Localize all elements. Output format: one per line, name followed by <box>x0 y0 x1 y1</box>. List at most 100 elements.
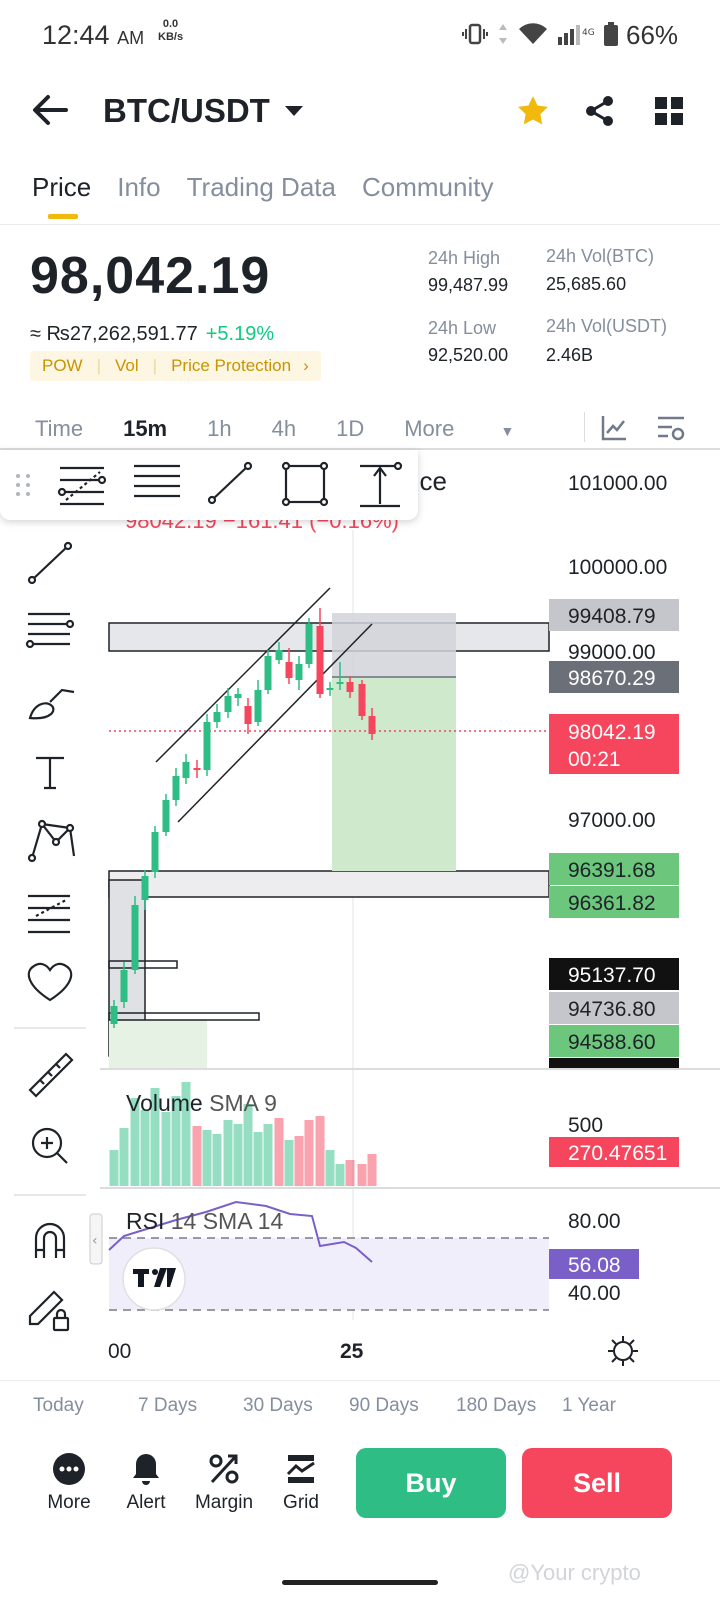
volume-label: Volume SMA 9 <box>126 1090 277 1116</box>
support-zone <box>108 870 550 898</box>
volume-bar <box>294 1136 304 1186</box>
candle-body <box>336 682 344 684</box>
last-price: 98,042.19 <box>30 247 271 305</box>
parallel-lines-icon[interactable] <box>134 464 180 498</box>
settings-gear-icon[interactable] <box>608 1336 638 1366</box>
axis-price: 101000.00 <box>568 472 667 495</box>
candle-body <box>120 970 128 1002</box>
volume-axis: 500 <box>568 1114 603 1137</box>
tag-vol: Vol <box>115 356 139 375</box>
interval-more[interactable]: More ▼ <box>404 416 515 441</box>
candle-body <box>203 722 211 770</box>
svg-text:96361.82: 96361.82 <box>568 892 656 915</box>
margin-button[interactable]: Margin <box>190 1452 258 1514</box>
interval-15m[interactable]: 15m <box>123 416 168 441</box>
brush-icon[interactable] <box>28 688 75 720</box>
range-180-days[interactable]: 180 Days <box>456 1394 537 1416</box>
x-label: 25 <box>340 1340 364 1363</box>
candle-body <box>193 768 201 770</box>
chart-settings-icons <box>600 414 686 442</box>
data-arrows-icon <box>499 24 507 44</box>
range-90-days[interactable]: 90 Days <box>349 1394 419 1416</box>
watermark: @Your crypto <box>508 1560 641 1585</box>
candle-body <box>244 706 252 724</box>
drag-handle-icon[interactable] <box>16 474 30 496</box>
range-7-days[interactable]: 7 Days <box>138 1394 198 1416</box>
more-button[interactable]: More <box>40 1452 98 1514</box>
ruler-icon[interactable] <box>28 1052 74 1098</box>
net-speed: 0.0 KB/s <box>158 18 184 43</box>
line-tool-icon[interactable] <box>27 541 73 585</box>
candle-body <box>358 684 366 716</box>
price-chart[interactable]: nce 98042.19 −161.41 (−0.16%) 101000.00 … <box>0 450 720 1380</box>
buy-button[interactable]: Buy <box>356 1448 506 1518</box>
battery-percent: 66% <box>626 20 679 50</box>
caret-down-icon <box>284 106 303 116</box>
back-arrow-icon[interactable] <box>30 90 70 130</box>
battery-icon <box>604 22 618 46</box>
rectangle-icon[interactable] <box>281 461 329 507</box>
interval-4h[interactable]: 4h <box>271 416 297 441</box>
trend-line-icon[interactable] <box>207 461 253 505</box>
heart-icon[interactable] <box>27 962 73 1002</box>
tab-info[interactable]: Info <box>117 172 161 202</box>
alert-button[interactable]: Alert <box>120 1452 172 1514</box>
drawing-toolbar <box>0 450 418 520</box>
wifi-icon <box>519 23 547 44</box>
volume-bar <box>335 1164 345 1186</box>
volume-bar <box>304 1120 314 1186</box>
zoom-in-icon[interactable] <box>31 1127 68 1164</box>
tab-bar: Price Info Trading Data Community <box>32 172 493 203</box>
range-30-days[interactable]: 30 Days <box>243 1394 313 1416</box>
range-1-year[interactable]: 1 Year <box>562 1394 616 1416</box>
sell-button[interactable]: Sell <box>522 1448 672 1518</box>
price-change: +5.19% <box>205 323 275 345</box>
margin-label: Margin <box>194 1492 254 1513</box>
resistance-zone <box>108 622 550 652</box>
pattern-icon[interactable] <box>27 819 76 863</box>
volume-bar <box>284 1140 294 1186</box>
tab-community[interactable]: Community <box>361 172 494 202</box>
grid-button[interactable]: Grid <box>278 1452 324 1514</box>
low-value: 92,520.00 <box>428 345 509 365</box>
horizontal-lines-icon[interactable] <box>25 612 75 649</box>
pair-selector[interactable]: BTC/USDT <box>103 92 304 130</box>
candle-body <box>326 688 334 690</box>
divider <box>584 412 585 442</box>
price-tag: 95137.70 <box>549 958 679 990</box>
grid-icon[interactable] <box>655 97 683 125</box>
tag-chips[interactable]: POW | Vol | Price Protection › <box>30 351 321 381</box>
tab-trading-data[interactable]: Trading Data <box>186 172 336 202</box>
candles <box>110 608 376 1028</box>
svg-text:98042.19: 98042.19 <box>568 721 656 744</box>
svg-text:95137.70: 95137.70 <box>568 964 656 987</box>
clock: 12:44 AM <box>42 20 145 50</box>
tab-price[interactable]: Price <box>32 172 92 202</box>
interval-1h[interactable]: 1h <box>207 416 232 441</box>
range-today[interactable]: Today <box>33 1394 84 1416</box>
star-icon[interactable] <box>516 94 550 128</box>
candle-body <box>275 650 283 660</box>
lock-pencil-icon[interactable] <box>28 1290 70 1332</box>
fib-retracement-icon[interactable] <box>57 466 107 506</box>
candle-body <box>234 694 242 698</box>
vol-btc-label: 24h Vol(BTC) <box>546 246 655 266</box>
axis-price: 97000.00 <box>568 809 656 832</box>
volume-bar <box>192 1126 202 1186</box>
volume-bar <box>202 1130 212 1186</box>
interval-1d[interactable]: 1D <box>336 416 365 441</box>
grid-label: Grid <box>283 1492 319 1513</box>
interval-time[interactable]: Time <box>35 416 84 441</box>
volume-bar <box>119 1128 129 1186</box>
share-icon[interactable] <box>584 95 616 127</box>
fib-tool-icon[interactable] <box>28 894 70 934</box>
volume-bar <box>140 1110 150 1186</box>
svg-text:00:21: 00:21 <box>568 748 621 771</box>
text-tool-icon[interactable] <box>36 756 64 790</box>
magnet-icon[interactable] <box>34 1222 66 1258</box>
chart-settings-icon[interactable] <box>656 414 686 442</box>
home-indicator[interactable] <box>282 1580 438 1585</box>
indicators-icon[interactable] <box>600 414 628 442</box>
volume-bar <box>345 1160 355 1186</box>
measure-icon[interactable] <box>360 461 403 508</box>
